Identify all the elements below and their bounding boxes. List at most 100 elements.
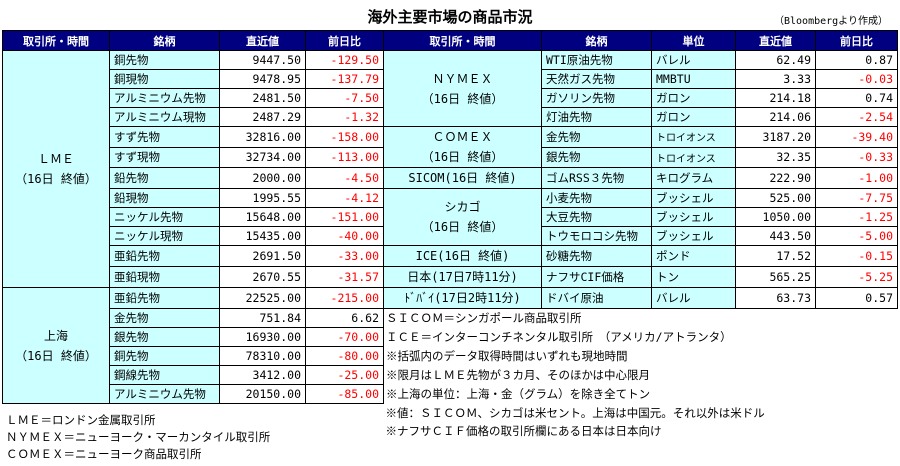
- lme-change: -129.50: [305, 50, 384, 70]
- lme-item: アルミニウム現物: [109, 107, 220, 127]
- table-row: 亜鉛現物 2670.55 -31.57 日本(17日7時11分) ナフサCIF価…: [3, 266, 898, 288]
- note-line: ※値：ＳＩＣＯＭ、シカゴは米セント。上海は中国元。それ以外は米ドル: [383, 403, 898, 422]
- lme-item: 亜鉛現物: [109, 266, 220, 288]
- lme-change: -33.00: [305, 245, 384, 267]
- shanghai-change: -25.00: [305, 365, 384, 385]
- right-unit: バレル: [651, 50, 736, 70]
- header-latest-right: 直近値: [735, 30, 816, 51]
- right-value: 32.35: [735, 146, 816, 168]
- lme-value: 9478.95: [219, 69, 306, 89]
- table-row: ※値：ＳＩＣＯＭ、シカゴは米セント。上海は中国元。それ以外は米ドル: [2, 403, 898, 422]
- nymex-time: （16日 終値）: [421, 91, 504, 106]
- lme-value: 2487.29: [219, 107, 306, 127]
- right-value: 62.49: [735, 50, 816, 70]
- header-item-right: 銘柄: [541, 30, 652, 51]
- exchange-legend: ＬＭＥ＝ロンドン金属取引所 ＮＹＭＥＸ＝ニューヨーク・マーカンタイル取引所 ＣＯ…: [6, 412, 270, 463]
- shanghai-item: 銀先物: [109, 327, 220, 347]
- lme-change: -4.12: [305, 188, 384, 208]
- right-value: 214.18: [735, 88, 816, 108]
- lme-change: -151.00: [305, 207, 384, 227]
- source-note: （Bloombergより作成）: [774, 16, 888, 27]
- lme-item: 銅現物: [109, 69, 220, 89]
- lme-value: 2670.55: [219, 266, 306, 288]
- lme-item: 銅先物: [109, 50, 220, 70]
- lme-item: ニッケル先物: [109, 207, 220, 227]
- right-item: ドバイ原油: [541, 287, 652, 309]
- header-unit-right: 単位: [651, 30, 736, 51]
- lme-item: すず先物: [109, 126, 220, 148]
- comex-label: ＣＯＭＥＸ: [432, 130, 493, 144]
- right-item: 小麦先物: [541, 188, 652, 208]
- right-item: 天然ガス先物: [541, 69, 652, 89]
- note-line: ＳＩＣＯＭ＝シンガポール商品取引所: [383, 308, 898, 328]
- right-change: -5.25: [815, 266, 898, 288]
- right-unit: ブッシェル: [651, 226, 736, 246]
- shanghai-value: 20150.00: [219, 384, 306, 404]
- right-item: ガソリン先物: [541, 88, 652, 108]
- right-change: -5.00: [815, 226, 898, 246]
- note-line: ※ナフサＣＩＦ価格の取引所欄にある日本は日本向け: [383, 422, 898, 440]
- lme-value: 2481.50: [219, 88, 306, 108]
- lme-item: アルミニウム先物: [109, 88, 220, 108]
- right-item: トウモロコシ先物: [541, 226, 652, 246]
- header-change-right: 前日比: [815, 30, 898, 51]
- table-row: 金先物 751.84 6.62 ＳＩＣＯＭ＝シンガポール商品取引所: [3, 308, 898, 328]
- lme-item: 鉛現物: [109, 188, 220, 208]
- right-item: 砂糖先物: [541, 245, 652, 267]
- right-unit: ポンド: [651, 245, 736, 267]
- table-row: 銅先物 78310.00 -80.00 ※括弧内のデータ取得時間はいずれも現地時…: [3, 346, 898, 366]
- japan-group-cell: 日本(17日7時11分): [383, 266, 542, 288]
- table-row: 銀先物 16930.00 -70.00 ＩＣＥ＝インターコンチネンタル取引所 （…: [3, 327, 898, 347]
- right-change: -1.25: [815, 207, 898, 227]
- right-value: 63.73: [735, 287, 816, 309]
- right-change: -2.54: [815, 107, 898, 127]
- chicago-group-cell: シカゴ （16日 終値）: [383, 188, 542, 246]
- commodity-table: 取引所・時間 銘柄 直近値 前日比 取引所・時間 銘柄 単位 直近値 前日比 Ｌ…: [2, 30, 898, 440]
- right-unit: ブッシェル: [651, 207, 736, 227]
- lme-time: （16日 終値）: [15, 172, 97, 186]
- note-line: ※限月はＬＭＥ先物が３カ月、そのほかは中心限月: [383, 365, 898, 385]
- note-line: ※括弧内のデータ取得時間はいずれも現地時間: [383, 346, 898, 366]
- spacer-cell: [2, 403, 384, 422]
- lme-change: -158.00: [305, 126, 384, 148]
- comex-time: （16日 終値）: [421, 150, 504, 164]
- table-row: 亜鉛先物 2691.50 -33.00 ICE(16日 終値) 砂糖先物 ポンド…: [3, 245, 898, 267]
- chicago-time: （16日 終値）: [421, 220, 504, 234]
- right-change: -0.33: [815, 146, 898, 168]
- right-change: -0.15: [815, 245, 898, 267]
- spacer-cell: [2, 422, 384, 440]
- shanghai-change: -80.00: [305, 346, 384, 366]
- right-change: -7.75: [815, 188, 898, 208]
- table-row: 鋼線先物 3412.00 -25.00 ※限月はＬＭＥ先物が３カ月、そのほかは中…: [3, 365, 898, 385]
- header-exchange: 取引所・時間: [2, 30, 110, 51]
- lme-change: -40.00: [305, 226, 384, 246]
- right-value: 17.52: [735, 245, 816, 267]
- right-unit: トン: [651, 266, 736, 288]
- shanghai-item: 金先物: [109, 308, 220, 328]
- lme-value: 15648.00: [219, 207, 306, 227]
- right-change: -0.03: [815, 69, 898, 89]
- table-row: ※ナフサＣＩＦ価格の取引所欄にある日本は日本向け: [2, 422, 898, 440]
- table-row: 鉛現物 1995.55 -4.12 シカゴ （16日 終値） 小麦先物 ブッシェル…: [3, 188, 898, 246]
- lme-value: 1995.55: [219, 188, 306, 208]
- shanghai-item: アルミニウム先物: [109, 384, 220, 404]
- shanghai-change: 6.62: [305, 308, 384, 328]
- shanghai-value: 22525.00: [219, 287, 306, 309]
- header-latest: 直近値: [219, 30, 306, 51]
- lme-value: 32734.00: [219, 146, 306, 168]
- shanghai-value: 16930.00: [219, 327, 306, 347]
- shanghai-item: 銅先物: [109, 346, 220, 366]
- lme-group-cell: ＬＭＥ （16日 終値）: [2, 50, 110, 288]
- right-value: 1050.00: [735, 207, 816, 227]
- header-exchange-right: 取引所・時間: [383, 30, 542, 51]
- right-change: 0.74: [815, 88, 898, 108]
- header-item: 銘柄: [109, 30, 220, 51]
- right-item: WTI原油先物: [541, 50, 652, 70]
- table-row: すず先物 32816.00 -158.00 ＣＯＭＥＸ （16日 終値） 金先物 …: [3, 126, 898, 168]
- shanghai-group-cell: 上海 （16日 終値）: [2, 287, 110, 404]
- right-change: 0.87: [815, 50, 898, 70]
- shanghai-value: 751.84: [219, 308, 306, 328]
- shanghai-label: 上海: [43, 328, 68, 343]
- lme-item: 鉛先物: [109, 167, 220, 189]
- right-unit: トロイオンス: [651, 126, 736, 148]
